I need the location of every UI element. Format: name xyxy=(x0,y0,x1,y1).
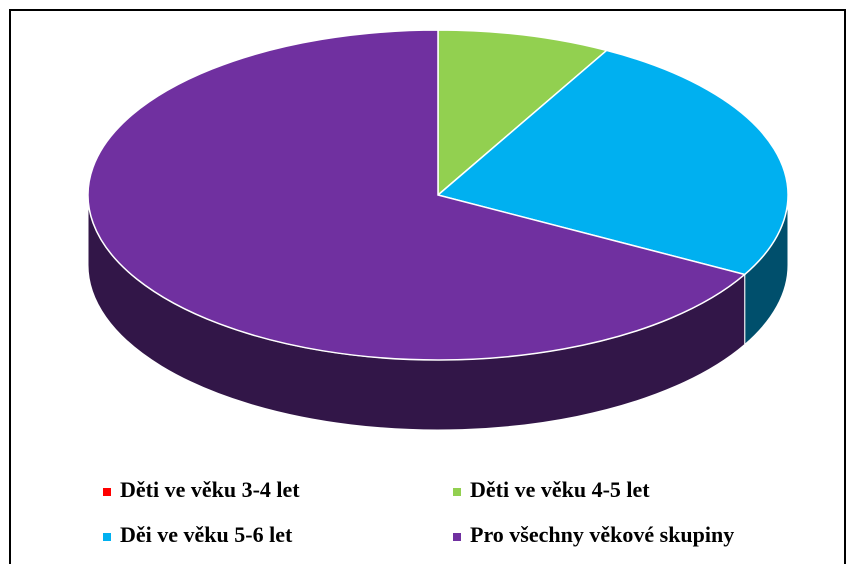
legend-swatch xyxy=(103,488,111,496)
legend-label: Pro všechny věkové skupiny xyxy=(470,522,734,547)
legend-swatch xyxy=(453,488,461,496)
pie-slice xyxy=(437,29,609,197)
legend-swatch xyxy=(103,533,111,541)
pie-slice xyxy=(436,49,789,276)
legend-swatch xyxy=(453,533,461,541)
legend-label: Děti ve věku 4-5 let xyxy=(470,477,650,502)
legend-label: Děi ve věku 5-6 let xyxy=(120,522,293,547)
legend-label: Děti ve věku 3-4 let xyxy=(120,477,300,502)
pie-slice xyxy=(87,29,747,361)
